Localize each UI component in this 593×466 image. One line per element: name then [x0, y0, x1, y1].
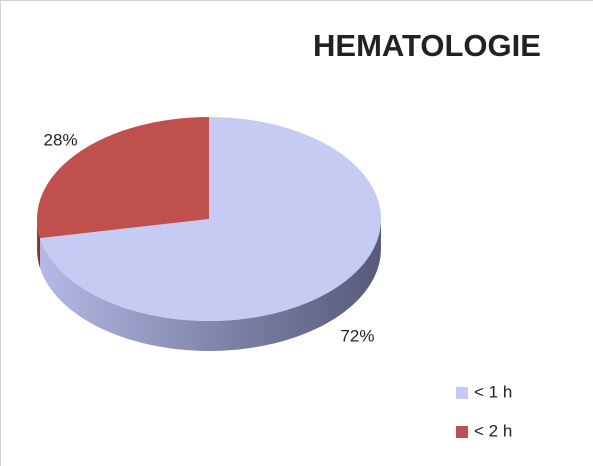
slice-side: [37, 219, 41, 269]
chart-title: HEMATOLOGIE: [313, 28, 541, 63]
legend-swatch: [456, 387, 468, 399]
legend-label: < 2 h: [474, 421, 512, 440]
slice: [36, 117, 209, 239]
slice: [40, 117, 381, 321]
legend-label: < 1 h: [474, 382, 512, 401]
slice-side: [40, 219, 381, 351]
data-label: 28%: [44, 130, 78, 149]
legend-swatch: [456, 426, 468, 438]
data-label: 72%: [340, 327, 374, 346]
